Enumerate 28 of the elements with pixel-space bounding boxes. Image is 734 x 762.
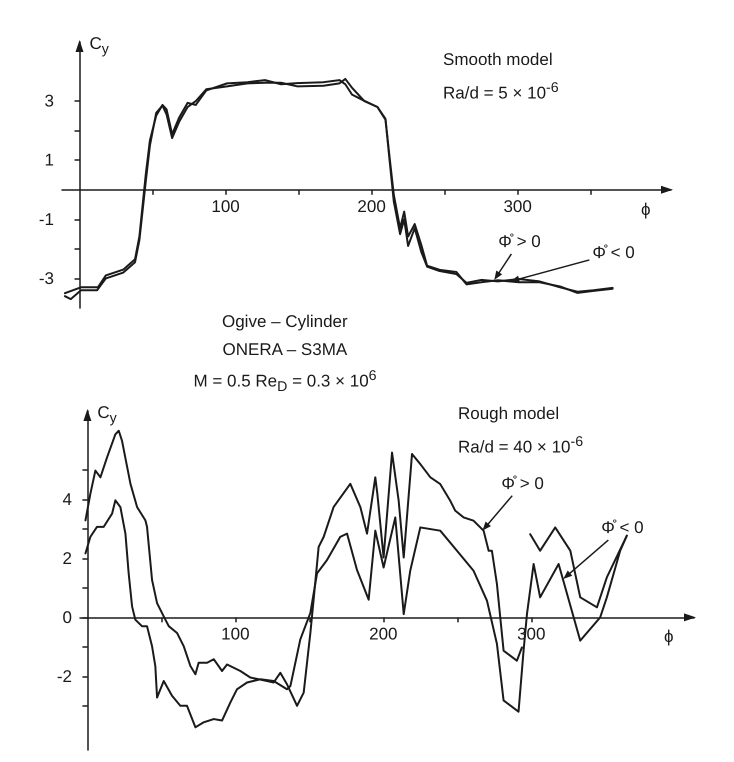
text: Smooth model [443, 50, 553, 70]
text: Ra/d = 5 × 10$^{-6}$ [443, 80, 559, 104]
x-tick-label: 200 [369, 624, 398, 644]
x-axis-title: ϕ [641, 200, 651, 220]
x-tick-label: 300 [503, 196, 532, 216]
text: M = 0.5 Re$_{D}$ = 0.3 × 10$^{6}$ [194, 368, 377, 396]
annotation: Φ̊ < 0 [592, 243, 635, 264]
y-tick-label: 1 [44, 150, 54, 170]
annotation: Φ̊ < 0 [601, 518, 644, 538]
x-tick-label: 100 [221, 624, 250, 644]
y-axis-title: C$_{y}$ [97, 403, 117, 428]
y-tick-label: 4 [62, 490, 72, 509]
chart-title: Rough model [458, 404, 560, 424]
text: ONERA – S3MA [222, 340, 348, 360]
y-tick-label: -3 [38, 268, 54, 288]
annotation: Φ̊ > 0 [501, 474, 544, 494]
y-tick-label: 0 [62, 608, 72, 627]
text: Ogive – Cylinder [222, 312, 348, 332]
y-tick-label: -2 [56, 666, 72, 686]
y-axis-title: C$_{y}$ [90, 34, 109, 58]
x-tick-label: 200 [357, 196, 386, 216]
y-tick-label: 2 [62, 548, 72, 568]
y-tick-label: 3 [44, 92, 54, 111]
x-tick-label: 100 [211, 196, 240, 216]
annotation: Φ̊ > 0 [498, 232, 541, 252]
x-axis-title: ϕ [664, 627, 674, 648]
text: Ra/d = 40 × 10$^{-6}$ [458, 434, 584, 458]
y-tick-label: -1 [38, 210, 54, 229]
